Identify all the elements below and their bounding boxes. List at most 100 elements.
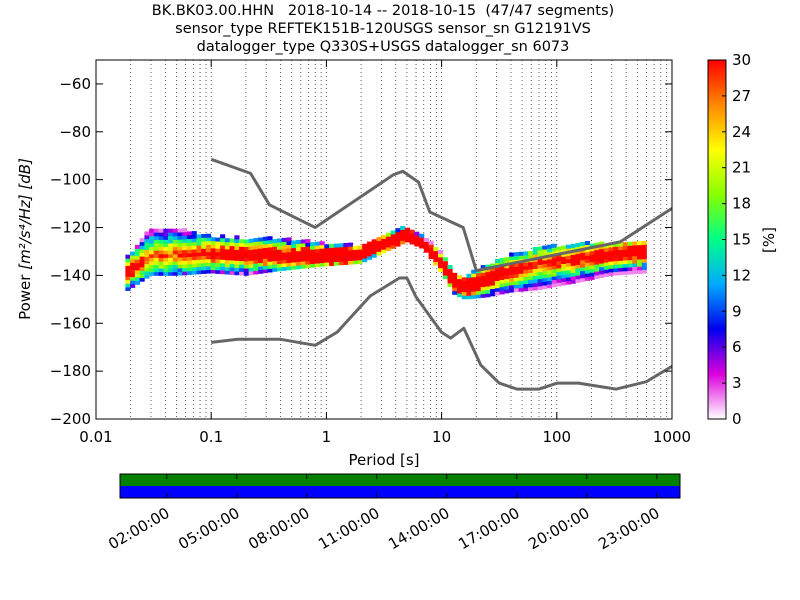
low-noise-model-line bbox=[211, 276, 672, 391]
psd-cell bbox=[262, 262, 268, 266]
psd-cell bbox=[632, 248, 638, 253]
psd-cell bbox=[632, 255, 638, 260]
psd-cell bbox=[594, 271, 600, 276]
psd-cell bbox=[537, 264, 543, 269]
psd-cell bbox=[641, 269, 647, 274]
psd-cell bbox=[163, 271, 169, 276]
timeline-tick-label: 23:00:00 bbox=[595, 504, 662, 553]
timeline-tick-label: 11:00:00 bbox=[315, 504, 382, 553]
psd-cell bbox=[570, 261, 576, 266]
psd-cell bbox=[641, 244, 647, 249]
psd-cell bbox=[215, 259, 221, 264]
psd-cell bbox=[163, 250, 169, 255]
psd-cell bbox=[163, 239, 169, 244]
psd-cell bbox=[589, 258, 595, 262]
psd-cell bbox=[272, 257, 278, 262]
psd-cell bbox=[295, 240, 301, 244]
psd-cell bbox=[551, 254, 557, 259]
psd-cell bbox=[196, 252, 202, 257]
psd-cell bbox=[182, 253, 188, 258]
psd-cell bbox=[409, 240, 415, 245]
colorbar-tick-label: 9 bbox=[732, 302, 742, 320]
psd-cell bbox=[196, 238, 202, 242]
psd-cell bbox=[163, 235, 169, 240]
psd-cell bbox=[575, 260, 581, 265]
psd-cell bbox=[267, 264, 273, 269]
high-noise-model-line bbox=[210, 157, 672, 273]
psd-cell bbox=[248, 246, 254, 250]
psd-cell bbox=[172, 261, 178, 265]
psd-cell bbox=[475, 272, 481, 277]
psd-cell bbox=[210, 237, 216, 242]
psd-cell bbox=[603, 255, 609, 259]
psd-cell bbox=[277, 245, 283, 250]
psd-cell bbox=[594, 267, 600, 272]
psd-cell bbox=[523, 255, 529, 259]
psd-cell bbox=[438, 257, 444, 261]
psd-cell bbox=[267, 236, 273, 241]
psd-cell bbox=[172, 235, 178, 240]
psd-cell bbox=[523, 287, 529, 292]
psd-cell bbox=[144, 231, 150, 236]
psd-cell bbox=[182, 246, 188, 251]
psd-cell bbox=[144, 253, 150, 258]
psd-cell bbox=[343, 257, 349, 262]
psd-cell bbox=[537, 271, 543, 276]
psd-cell bbox=[177, 235, 183, 240]
psd-cell bbox=[632, 259, 638, 264]
psd-cell bbox=[158, 243, 164, 248]
psd-cell bbox=[229, 260, 235, 265]
psd-cell bbox=[528, 272, 534, 277]
psd-cell bbox=[262, 269, 268, 274]
psd-cell bbox=[168, 250, 174, 255]
psd-cell bbox=[343, 250, 349, 255]
psd-cell bbox=[518, 276, 524, 281]
psd-cell bbox=[575, 243, 581, 247]
psd-cell bbox=[584, 255, 590, 260]
psd-cell bbox=[523, 269, 529, 274]
psd-cell bbox=[513, 273, 519, 278]
psd-cell bbox=[130, 273, 136, 278]
psd-cell bbox=[528, 251, 534, 255]
psd-cell bbox=[452, 276, 458, 281]
psd-cell bbox=[253, 270, 259, 275]
psd-cell bbox=[187, 256, 193, 261]
psd-cell bbox=[187, 242, 193, 247]
psd-cell bbox=[229, 256, 235, 261]
psd-cell bbox=[542, 252, 548, 257]
psd-cell bbox=[224, 256, 230, 261]
psd-cell bbox=[547, 280, 553, 285]
psd-cell bbox=[613, 264, 619, 269]
psd-cell bbox=[130, 251, 136, 256]
psd-cell bbox=[149, 246, 155, 251]
psd-cell bbox=[187, 249, 193, 254]
psd-cell bbox=[272, 253, 278, 258]
psd-cell bbox=[518, 273, 524, 278]
psd-cell bbox=[556, 253, 562, 258]
psd-cell bbox=[561, 245, 567, 250]
psd-cell bbox=[134, 266, 140, 271]
psd-cell bbox=[196, 255, 202, 260]
psd-cell bbox=[239, 260, 245, 265]
psd-cell bbox=[300, 257, 306, 262]
psd-cell bbox=[205, 244, 211, 249]
psd-cell bbox=[537, 250, 543, 255]
psd-cell bbox=[333, 243, 339, 248]
psd-cell bbox=[637, 259, 643, 264]
psd-cell bbox=[191, 252, 197, 257]
psd-cell bbox=[428, 255, 434, 260]
psd-cell bbox=[125, 276, 131, 281]
psd-cell bbox=[504, 275, 510, 280]
colorbar-label: [%] bbox=[760, 227, 778, 253]
psd-cell bbox=[163, 228, 169, 233]
psd-cell bbox=[234, 235, 240, 240]
psd-cell bbox=[134, 277, 140, 282]
psd-cell bbox=[471, 276, 477, 281]
psd-cell bbox=[528, 261, 534, 266]
psd-cell bbox=[461, 280, 467, 285]
psd-cell bbox=[239, 242, 245, 247]
psd-cell bbox=[277, 256, 283, 261]
psd-cell bbox=[258, 244, 264, 249]
psd-cell bbox=[504, 282, 510, 287]
psd-cell bbox=[262, 236, 268, 241]
